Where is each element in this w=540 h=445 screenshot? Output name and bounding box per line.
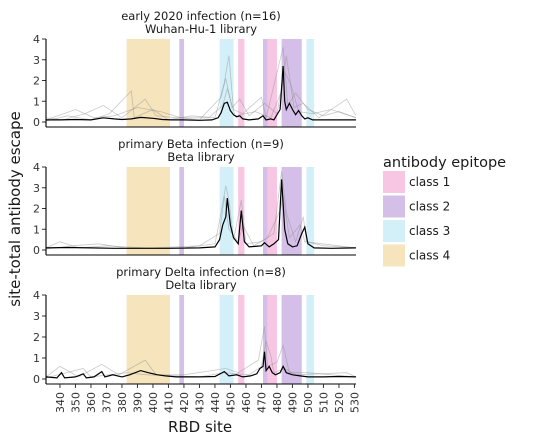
y-tick-label: 0 <box>33 244 40 257</box>
y-axis-label: site-total antibody escape <box>6 111 24 306</box>
x-tick-label: 390 <box>131 392 144 413</box>
epitope-region-1 <box>126 167 170 255</box>
x-tick-label: 520 <box>333 392 346 413</box>
epitope-region-8 <box>306 295 315 384</box>
y-tick-label: 2 <box>33 75 40 88</box>
legend-label: class 3 <box>409 224 450 238</box>
mean-escape-line <box>46 65 356 121</box>
epitope-region-4 <box>238 39 245 127</box>
epitope-region-4 <box>238 295 245 384</box>
epitope-region-5 <box>263 295 268 384</box>
x-tick-label: 360 <box>85 392 98 413</box>
y-tick-label: 0 <box>33 373 40 386</box>
epitope-region-5 <box>263 39 268 127</box>
x-tick-label: 490 <box>286 392 299 413</box>
x-tick-label: 420 <box>178 392 191 413</box>
individual-serum-line-1 <box>45 47 357 122</box>
x-tick-label: 380 <box>116 392 129 413</box>
legend-label: class 2 <box>409 200 450 214</box>
x-tick-label: 410 <box>162 392 175 413</box>
x-tick-label: 440 <box>209 392 222 413</box>
x-tick-label: 450 <box>224 392 237 413</box>
x-tick-label: 340 <box>54 392 67 413</box>
epitope-region-5 <box>263 167 268 255</box>
x-tick-label: 530 <box>348 392 361 413</box>
legend-swatch <box>383 220 405 242</box>
epitope-region-7 <box>281 167 302 255</box>
legend-swatch <box>383 171 405 193</box>
y-tick-label: 3 <box>33 310 40 323</box>
epitope-region-7 <box>281 39 302 127</box>
x-axis: 340 350 360 370 380 390 400 410 420 430 440 450 460 4… <box>54 384 361 413</box>
x-tick-label: 430 <box>193 392 206 413</box>
epitope-region-6 <box>267 39 277 127</box>
x-tick-label: 500 <box>302 392 315 413</box>
epitope-region-8 <box>306 167 315 255</box>
epitope-region-6 <box>267 295 277 384</box>
y-tick-label: 1 <box>33 352 40 365</box>
y-tick-label: 0 <box>33 116 40 129</box>
epitope-region-2 <box>179 39 184 127</box>
x-tick-label: 480 <box>271 392 284 413</box>
mean-escape-line <box>45 179 357 249</box>
mean-escape-line <box>45 351 357 379</box>
individual-serum-line-2 <box>45 341 357 379</box>
facet-panels: early 2020 infection (n=16)Wuhan-Hu-1 li… <box>33 9 357 386</box>
panel-title-line1: primary Delta infection (n=8) <box>116 265 286 279</box>
panel-title-line1: primary Beta infection (n=9) <box>118 137 284 151</box>
epitope-region-2 <box>179 167 184 255</box>
epitope-region-2 <box>179 295 184 384</box>
individual-serum-line-2 <box>45 70 357 121</box>
panel-title-line2: Wuhan-Hu-1 library <box>145 22 257 36</box>
epitope-region-8 <box>306 39 315 127</box>
epitope-region-6 <box>267 167 277 255</box>
panel-title-line2: Delta library <box>165 278 237 292</box>
individual-serum-line-1 <box>45 171 357 249</box>
x-tick-label: 350 <box>69 392 82 413</box>
y-tick-label: 1 <box>33 95 40 108</box>
x-tick-label: 370 <box>100 392 113 413</box>
panel-3: primary Delta infection (n=8)Delta libra… <box>33 265 357 386</box>
individual-serum-line-3 <box>45 55 357 121</box>
legend: antibody epitope class 1 class 2 class 3 cl… <box>383 155 506 267</box>
individual-serum-line-1 <box>45 326 357 378</box>
epitope-region-1 <box>126 295 170 384</box>
legend-label: class 4 <box>409 249 450 263</box>
x-axis-label: RBD site <box>168 418 232 436</box>
y-tick-label: 2 <box>33 331 40 344</box>
y-tick-label: 4 <box>33 289 40 302</box>
x-tick-label: 470 <box>255 392 268 413</box>
y-tick-label: 2 <box>33 203 40 216</box>
y-tick-label: 4 <box>33 33 40 46</box>
epitope-region-7 <box>281 295 302 384</box>
y-tick-label: 4 <box>33 161 40 174</box>
epitope-region-3 <box>219 295 234 384</box>
x-tick-label: 460 <box>240 392 253 413</box>
panel-2: primary Beta infection (n=9)Beta library… <box>33 137 357 257</box>
legend-swatch <box>383 244 405 267</box>
epitope-region-1 <box>126 39 170 127</box>
x-tick-label: 510 <box>317 392 330 413</box>
panel-title-line1: early 2020 infection (n=16) <box>121 9 281 23</box>
y-tick-label: 3 <box>33 54 40 67</box>
panel-1: early 2020 infection (n=16)Wuhan-Hu-1 li… <box>33 9 357 129</box>
legend-swatch <box>383 195 405 218</box>
y-tick-label: 3 <box>33 182 40 195</box>
y-tick-label: 1 <box>33 223 40 236</box>
legend-title: antibody epitope <box>383 155 506 171</box>
panel-title-line2: Beta library <box>167 150 234 164</box>
legend-label: class 1 <box>409 175 450 189</box>
x-tick-label: 400 <box>147 392 160 413</box>
